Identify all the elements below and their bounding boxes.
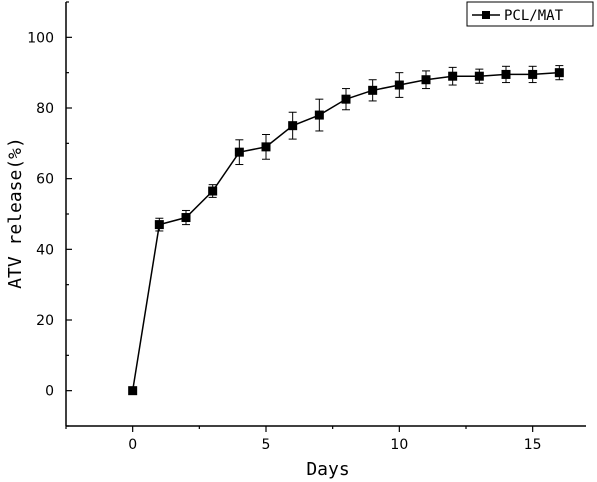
data-point xyxy=(554,68,564,78)
data-point xyxy=(261,142,271,152)
data-point xyxy=(474,71,484,81)
y-tick-label: 100 xyxy=(27,30,54,46)
legend-label: PCL/MAT xyxy=(504,8,564,24)
legend-marker-square-icon xyxy=(482,11,490,19)
legend: PCL/MAT xyxy=(466,1,594,27)
x-tick-label: 5 xyxy=(262,437,271,453)
data-point xyxy=(181,213,191,223)
x-tick-label: 15 xyxy=(524,437,542,453)
y-tick-label: 20 xyxy=(36,313,54,329)
data-point xyxy=(528,69,538,79)
x-tick-label: 0 xyxy=(128,437,137,453)
data-point xyxy=(368,85,378,95)
y-tick-label: 60 xyxy=(36,172,54,188)
data-point xyxy=(234,147,244,157)
y-tick-label: 40 xyxy=(36,242,54,258)
series-line xyxy=(131,71,560,391)
data-point xyxy=(128,386,138,396)
x-tick-label: 10 xyxy=(390,437,408,453)
data-point xyxy=(501,69,511,79)
y-tick-label: 0 xyxy=(45,384,54,400)
axes: 0 20 40 60 80 100 0 5 10 15 xyxy=(27,1,586,453)
data-point xyxy=(288,121,298,131)
data-point xyxy=(208,186,218,196)
y-tick-label: 80 xyxy=(36,101,54,117)
data-point xyxy=(394,80,404,90)
data-point xyxy=(421,75,431,85)
data-point xyxy=(448,71,458,81)
series-layer xyxy=(128,65,564,396)
y-axis-title: ATV release(%) xyxy=(5,137,26,289)
data-point xyxy=(341,94,351,104)
data-point xyxy=(154,220,164,230)
data-point xyxy=(314,110,324,120)
x-axis-title: Days xyxy=(306,459,349,480)
